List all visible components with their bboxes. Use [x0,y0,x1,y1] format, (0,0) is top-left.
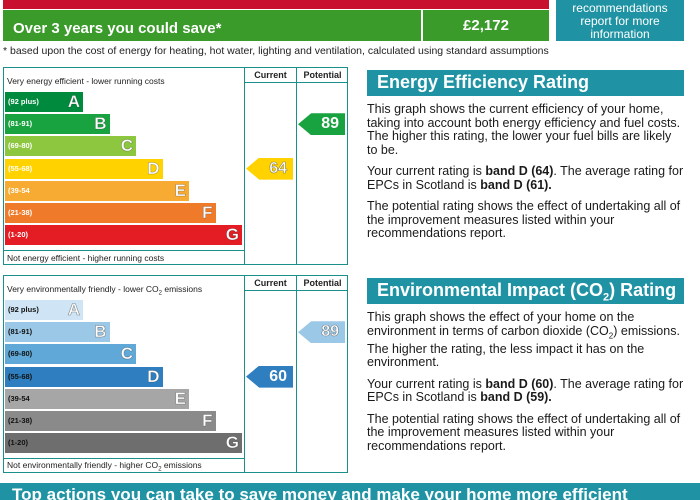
top-actions-banner: Top actions you can take to save money a… [0,483,700,500]
env-bottom-caption: Not environmentally friendly - higher CO… [7,460,202,473]
band-range-label: (81-91) [8,119,33,129]
band-letter: G [225,433,239,453]
env-bottom-rule [3,458,245,459]
energy-current-arrow: 64 [246,157,293,180]
band-letter: D [147,158,160,178]
band-range-label: (55-68) [8,371,33,381]
current-rating-value: 64 [269,159,287,177]
savings-value-cell: £2,172 [423,10,549,41]
band-letter: E [174,388,186,408]
eir-paragraph-1: This graph shows the effect of your home… [367,310,680,369]
band-letter: C [120,344,133,364]
env-band-f: (21-38) F [5,411,216,431]
energy-band-b: (81-91) B [5,114,110,135]
band-letter: G [225,225,239,245]
env-band-c: (69-80) C [5,344,136,365]
env-band-a: (92 plus) A [5,300,83,320]
energy-band-c: (69-80) C [5,136,136,157]
env-band-g: (1-20) G [5,433,242,454]
band-range-label: (39-54 [8,185,30,195]
band-range-label: (39-54 [8,393,30,403]
band-letter: A [67,92,80,112]
band-letter: F [202,203,213,223]
band-range-label: (21-38) [8,416,33,425]
recommendations-note: recommendations report for more informat… [556,0,684,41]
energy-col-divider-2 [296,67,297,265]
eir-paragraph-2: Your current rating is band D (60). The … [367,376,684,404]
eer-paragraph-2: Your current rating is band D (64). The … [367,164,684,192]
eir-paragraph-3: The potential rating shows the effect of… [367,411,681,453]
band-range-label: (21-38) [8,208,33,217]
env-band-b: (81-91) B [5,322,110,343]
energy-header-potential: Potential [303,70,342,80]
band-range-label: (55-68) [8,163,33,173]
eir-title: Environmental Impact (CO2) Rating [367,278,684,304]
energy-bottom-rule [3,250,245,251]
savings-value: £2,172 [463,17,509,34]
env-current-arrow: 60 [246,365,293,388]
env-header-current: Current [254,278,287,288]
potential-rating-value: 89 [321,115,339,133]
energy-band-e: (39-54 E [5,180,189,201]
band-range-label: (1-20) [8,438,29,448]
energy-bottom-caption: Not energy efficient - higher running co… [7,253,165,263]
eer-title: Energy Efficiency Rating [367,70,684,96]
footnote: * based upon the cost of energy for heat… [3,45,549,57]
band-range-label: (69-80) [8,141,33,151]
band-letter: D [147,366,160,386]
env-potential-arrow: 89 [298,321,345,344]
eer-paragraph-1: This graph shows the current efficiency … [367,102,681,157]
energy-top-caption: Very energy efficient - lower running co… [7,76,165,86]
band-letter: F [202,411,213,431]
current-rating-value: 60 [269,367,287,385]
band-range-label: (81-91) [8,327,33,337]
energy-header-current: Current [254,70,287,80]
env-band-e: (39-54 E [5,388,189,409]
band-letter: E [174,180,186,200]
env-top-caption: Very environmentally friendly - lower CO… [7,284,203,297]
band-letter: B [94,114,107,134]
savings-label: Over 3 years you could save* [13,20,222,37]
eer-text: This graph shows the current efficiency … [367,102,685,249]
band-letter: A [67,300,80,320]
env-band-d: (55-68) D [5,366,163,387]
band-letter: C [120,136,133,156]
energy-col-divider-1 [244,67,245,265]
env-header-potential: Potential [303,278,342,288]
band-range-label: (92 plus) [8,97,39,106]
eer-paragraph-3: The potential rating shows the effect of… [367,199,681,240]
eir-text: This graph shows the effect of your home… [367,310,685,461]
energy-potential-arrow: 89 [298,113,345,136]
band-range-label: (1-20) [8,230,29,240]
savings-row: Over 3 years you could save* [3,10,421,41]
env-col-divider-2 [296,275,297,473]
energy-band-a: (92 plus) A [5,92,83,112]
env-col-divider-1 [244,275,245,473]
energy-band-f: (21-38) F [5,203,216,223]
band-range-label: (92 plus) [8,305,39,314]
band-range-label: (69-80) [8,349,33,359]
potential-rating-value: 89 [321,323,339,341]
band-letter: B [94,322,107,342]
energy-band-d: (55-68) D [5,158,163,179]
energy-band-g: (1-20) G [5,225,242,246]
top-red-row [3,0,549,9]
